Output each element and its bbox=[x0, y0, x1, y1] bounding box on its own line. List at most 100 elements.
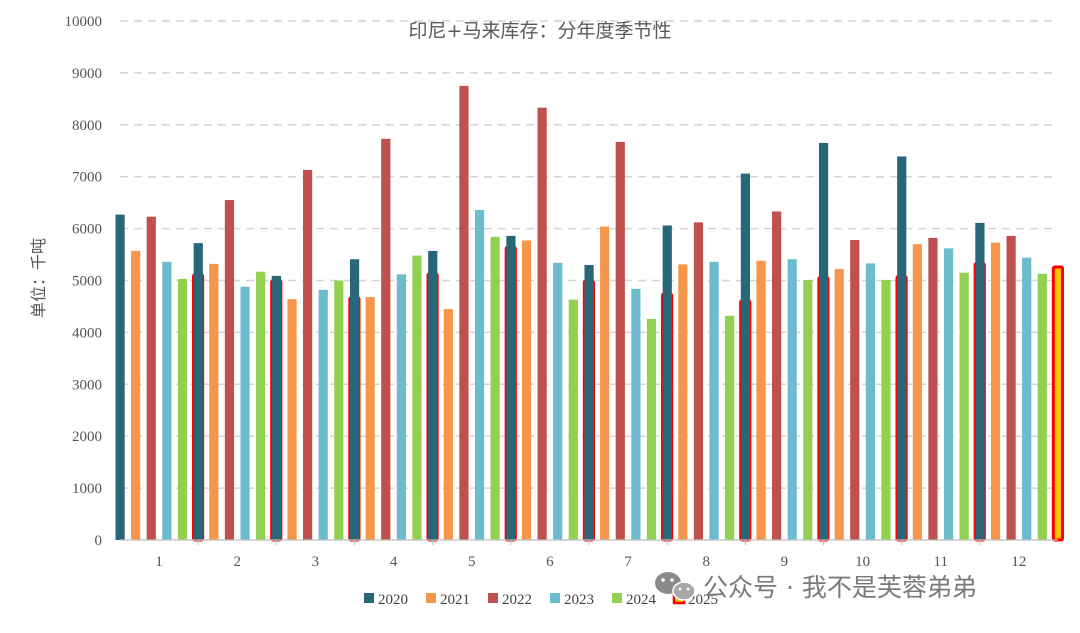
bar-2020-month-10 bbox=[818, 142, 829, 540]
bar-2024-month-2 bbox=[256, 271, 266, 540]
x-tick-label: 7 bbox=[624, 554, 632, 570]
bar-2020-month-1 bbox=[115, 214, 125, 540]
legend-swatch-2020 bbox=[364, 593, 374, 603]
bar-2021-month-4 bbox=[365, 297, 375, 540]
bar-2024-month-3 bbox=[334, 280, 344, 540]
bar-2024-month-10 bbox=[881, 279, 891, 540]
bar-2020-month-4 bbox=[349, 259, 360, 540]
bar-2020-month-7 bbox=[584, 264, 594, 540]
bar-2020-month-5 bbox=[428, 250, 438, 541]
y-tick-label: 5000 bbox=[72, 274, 102, 290]
bar-2022-month-5 bbox=[459, 85, 469, 540]
bar-2021-month-6 bbox=[521, 240, 532, 541]
bar-2020-month-12 bbox=[975, 222, 985, 541]
bar-2021-month-12 bbox=[990, 242, 1001, 540]
bar-2023-month-7 bbox=[631, 288, 641, 540]
x-tick-label: 1 bbox=[155, 554, 163, 570]
bar-2023-month-1 bbox=[162, 261, 172, 540]
y-tick-label: 1000 bbox=[72, 481, 102, 497]
bar-2024-month-1 bbox=[177, 278, 188, 540]
watermark: 公众号 · 我不是芙蓉弟弟 bbox=[655, 572, 977, 602]
bar-2023-month-2 bbox=[240, 286, 250, 540]
bar-2023-month-6 bbox=[553, 262, 563, 540]
bar-2022-month-7 bbox=[615, 141, 625, 540]
watermark-text: 公众号 · 我不是芙蓉弟弟 bbox=[703, 573, 977, 602]
legend-label-2022: 2022 bbox=[502, 592, 532, 608]
x-tick-label: 8 bbox=[703, 554, 711, 570]
legend-swatch-2024 bbox=[612, 593, 622, 603]
y-tick-label: 10000 bbox=[65, 14, 103, 30]
bar-2023-month-8 bbox=[709, 261, 719, 540]
legend-swatch-2022 bbox=[488, 593, 498, 603]
legend-label-2025: 2025 bbox=[688, 592, 718, 608]
bar-2020-month-11 bbox=[897, 156, 907, 541]
bar-2023-month-11 bbox=[943, 248, 954, 540]
bar-2021-month-11 bbox=[912, 244, 922, 541]
legend-swatch-2021 bbox=[426, 593, 436, 603]
bar-series-group bbox=[115, 85, 1065, 542]
y-tick-label: 2000 bbox=[72, 429, 102, 445]
bar-2023-month-4 bbox=[396, 274, 406, 540]
x-tick-label: 5 bbox=[468, 554, 476, 570]
bar-2020-month-8 bbox=[662, 225, 672, 540]
axes: 0 1000 2000 3000 4000 5000 6000 7000 8000 9000 100… bbox=[65, 14, 1058, 570]
legend-label-2024: 2024 bbox=[626, 592, 657, 608]
bar-2023-month-3 bbox=[318, 289, 328, 540]
bar-2021-month-5 bbox=[443, 309, 453, 540]
bar-2021-month-1 bbox=[131, 250, 141, 541]
bar-2020-month-6 bbox=[506, 235, 516, 540]
bar-2022-month-10 bbox=[850, 240, 860, 540]
bar-2020-month-3 bbox=[271, 275, 282, 540]
y-tick-label: 3000 bbox=[72, 377, 102, 393]
bar-2022-month-9 bbox=[772, 211, 782, 540]
legend-label-2023: 2023 bbox=[564, 592, 594, 608]
x-tick-label: 11 bbox=[934, 554, 948, 570]
legend-label-2020: 2020 bbox=[378, 592, 408, 608]
bar-2022-month-4 bbox=[381, 138, 391, 541]
bar-2021-month-3 bbox=[287, 299, 297, 540]
bar-2024-month-5 bbox=[490, 236, 500, 541]
bar-2020-month-2 bbox=[193, 243, 203, 540]
y-tick-label: 6000 bbox=[72, 222, 102, 238]
bar-2022-month-2 bbox=[224, 200, 235, 540]
y-tick-label: 4000 bbox=[72, 325, 102, 341]
y-tick-label: 8000 bbox=[72, 118, 102, 134]
bar-2021-month-8 bbox=[678, 264, 688, 540]
bar-2021-month-7 bbox=[600, 226, 610, 541]
y-tick-label: 7000 bbox=[72, 170, 102, 186]
bar-2024-month-4 bbox=[412, 255, 422, 540]
bar-2024-month-7 bbox=[646, 318, 657, 540]
bar-2023-month-5 bbox=[474, 209, 485, 540]
x-tick-label: 12 bbox=[1011, 554, 1026, 570]
bar-2024-month-11 bbox=[959, 272, 969, 540]
bar-2023-month-9 bbox=[787, 259, 797, 540]
bar-2024-month-8 bbox=[725, 315, 735, 540]
y-axis-title: 单位：千吨 bbox=[29, 238, 48, 318]
bar-2024-month-12 bbox=[1037, 273, 1047, 540]
legend: 2020 2021 2022 2023 2024 2025 bbox=[364, 591, 718, 608]
x-tick-label: 3 bbox=[312, 554, 320, 570]
bar-2025-month-12 bbox=[1051, 265, 1065, 542]
bar-2022-month-11 bbox=[928, 237, 938, 540]
chart-title: 印尼+马来库存：分年度季节性 bbox=[409, 20, 672, 42]
bar-2022-month-8 bbox=[693, 222, 704, 540]
x-tick-label: 10 bbox=[855, 554, 870, 570]
bar-2023-month-10 bbox=[865, 263, 875, 540]
bar-2023-month-12 bbox=[1022, 257, 1032, 540]
bar-2020-month-9 bbox=[740, 173, 751, 540]
bar-2024-month-9 bbox=[803, 279, 813, 540]
y-tick-label: 9000 bbox=[72, 66, 102, 82]
bar-2021-month-9 bbox=[756, 260, 766, 540]
legend-label-2021: 2021 bbox=[440, 592, 470, 608]
x-tick-label: 9 bbox=[781, 554, 789, 570]
bar-2022-month-6 bbox=[537, 107, 547, 540]
bar-2022-month-12 bbox=[1006, 235, 1016, 540]
bar-2022-month-3 bbox=[303, 169, 313, 540]
legend-swatch-2023 bbox=[550, 593, 560, 603]
bar-2022-month-1 bbox=[146, 216, 156, 540]
bar-2021-month-10 bbox=[834, 269, 844, 540]
bar-2024-month-6 bbox=[568, 299, 578, 540]
wechat-icon bbox=[655, 572, 696, 601]
